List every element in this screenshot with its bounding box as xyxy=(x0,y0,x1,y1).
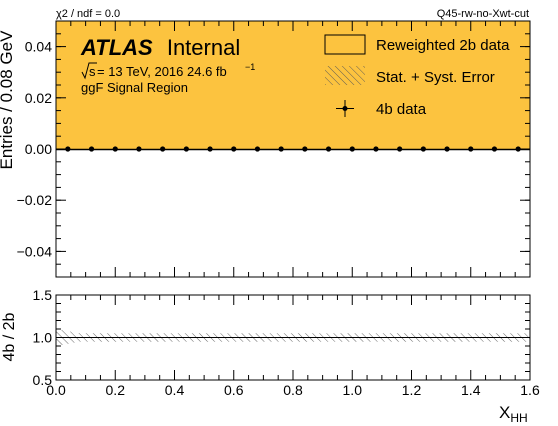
energy-lumi-text: = 13 TeV, 2016 24.6 fb xyxy=(97,64,227,79)
data-point xyxy=(302,146,308,152)
x-tick-label: 1.4 xyxy=(461,382,481,398)
main-y-axis: 0.04 0.02 0.00 −0.02 −0.04 xyxy=(17,20,530,278)
sqrt-s-text: s xyxy=(89,64,96,79)
data-point xyxy=(278,146,284,152)
data-point xyxy=(231,146,237,152)
data-point xyxy=(397,146,403,152)
x-tick-label: 0.4 xyxy=(165,382,185,398)
x-axis-label: XHH xyxy=(499,403,528,425)
legend-swatch-fill xyxy=(324,34,366,55)
main-x-ticks xyxy=(55,21,531,277)
data-point xyxy=(349,146,355,152)
legend-swatch-hatch xyxy=(325,66,365,85)
legend-item-4b: 4b data xyxy=(376,101,427,118)
svg-text:ATLAS Internal: ATLAS Internal xyxy=(80,35,240,60)
data-point xyxy=(515,146,521,152)
y-tick-label: −0.02 xyxy=(17,192,53,208)
legend-item-reweighted: Reweighted 2b data xyxy=(376,37,510,54)
data-point xyxy=(183,146,189,152)
y-tick-label: 0.00 xyxy=(25,141,52,157)
sqrt-symbol-icon xyxy=(81,62,97,80)
ratio-y-tick-label: 1.5 xyxy=(33,287,53,303)
data-points xyxy=(65,146,521,152)
data-point xyxy=(254,146,261,152)
lumi-exponent: −1 xyxy=(245,62,255,72)
y-tick-label: 0.04 xyxy=(25,39,52,55)
legend: Reweighted 2b data Stat. + Syst. Error 4… xyxy=(324,34,510,118)
data-point xyxy=(207,146,213,152)
x-tick-label: 0.0 xyxy=(46,382,66,398)
data-point xyxy=(88,146,95,152)
data-point xyxy=(373,146,379,152)
status-text: Internal xyxy=(167,35,240,60)
x-tick-label: 1.6 xyxy=(520,382,540,398)
x-tick-label: 1.2 xyxy=(402,382,422,398)
data-point xyxy=(136,146,142,152)
data-point xyxy=(325,146,332,152)
x-tick-label: 0.8 xyxy=(283,382,303,398)
chi2-label: χ2 / ndf = 0.0 xyxy=(56,8,120,20)
main-panel: 0.04 0.02 0.00 −0.02 −0.04 Entries / 0.08 Ge… xyxy=(0,20,531,278)
x-tick-label: 0.6 xyxy=(224,382,244,398)
plot-tag: Q45-rw-no-Xwt-cut xyxy=(437,8,529,20)
legend-item-error: Stat. + Syst. Error xyxy=(376,69,495,86)
region-label: ggF Signal Region xyxy=(81,80,188,95)
x-tick-label: 0.2 xyxy=(106,382,126,398)
ratio-x-axis: 0.0 0.2 0.4 0.6 0.8 1.0 1.2 1.4 1.6 xyxy=(46,295,540,398)
data-point xyxy=(160,146,166,152)
ratio-y-tick-label: 1.0 xyxy=(33,330,53,346)
main-y-axis-label: Entries / 0.08 GeV xyxy=(0,30,16,170)
x-tick-label: 1.0 xyxy=(343,382,363,398)
ratio-y-axis-label: 4b / 2b xyxy=(1,312,18,361)
ratio-y-axis: 1.5 1.0 0.5 xyxy=(33,287,530,388)
data-point xyxy=(65,146,71,152)
atlas-label: ATLAS Internal s = 13 TeV, 2016 24.6 fb … xyxy=(80,35,255,95)
data-point xyxy=(444,146,450,152)
ratio-y-tick-label: 0.5 xyxy=(33,372,53,388)
reweighted-2b-fill xyxy=(56,21,530,150)
atlas-logo-text: ATLAS xyxy=(80,35,153,60)
data-point xyxy=(420,146,426,152)
data-point xyxy=(468,146,474,152)
y-tick-label: 0.02 xyxy=(25,90,52,106)
ratio-panel: 1.5 1.0 0.5 0.0 0.2 0.4 0.6 0.8 1.0 1.2 1.4 1.6 4b… xyxy=(1,287,540,425)
legend-marker-dot xyxy=(342,106,348,111)
data-point xyxy=(491,146,498,152)
data-point xyxy=(112,146,118,152)
y-tick-label: −0.04 xyxy=(17,243,53,259)
